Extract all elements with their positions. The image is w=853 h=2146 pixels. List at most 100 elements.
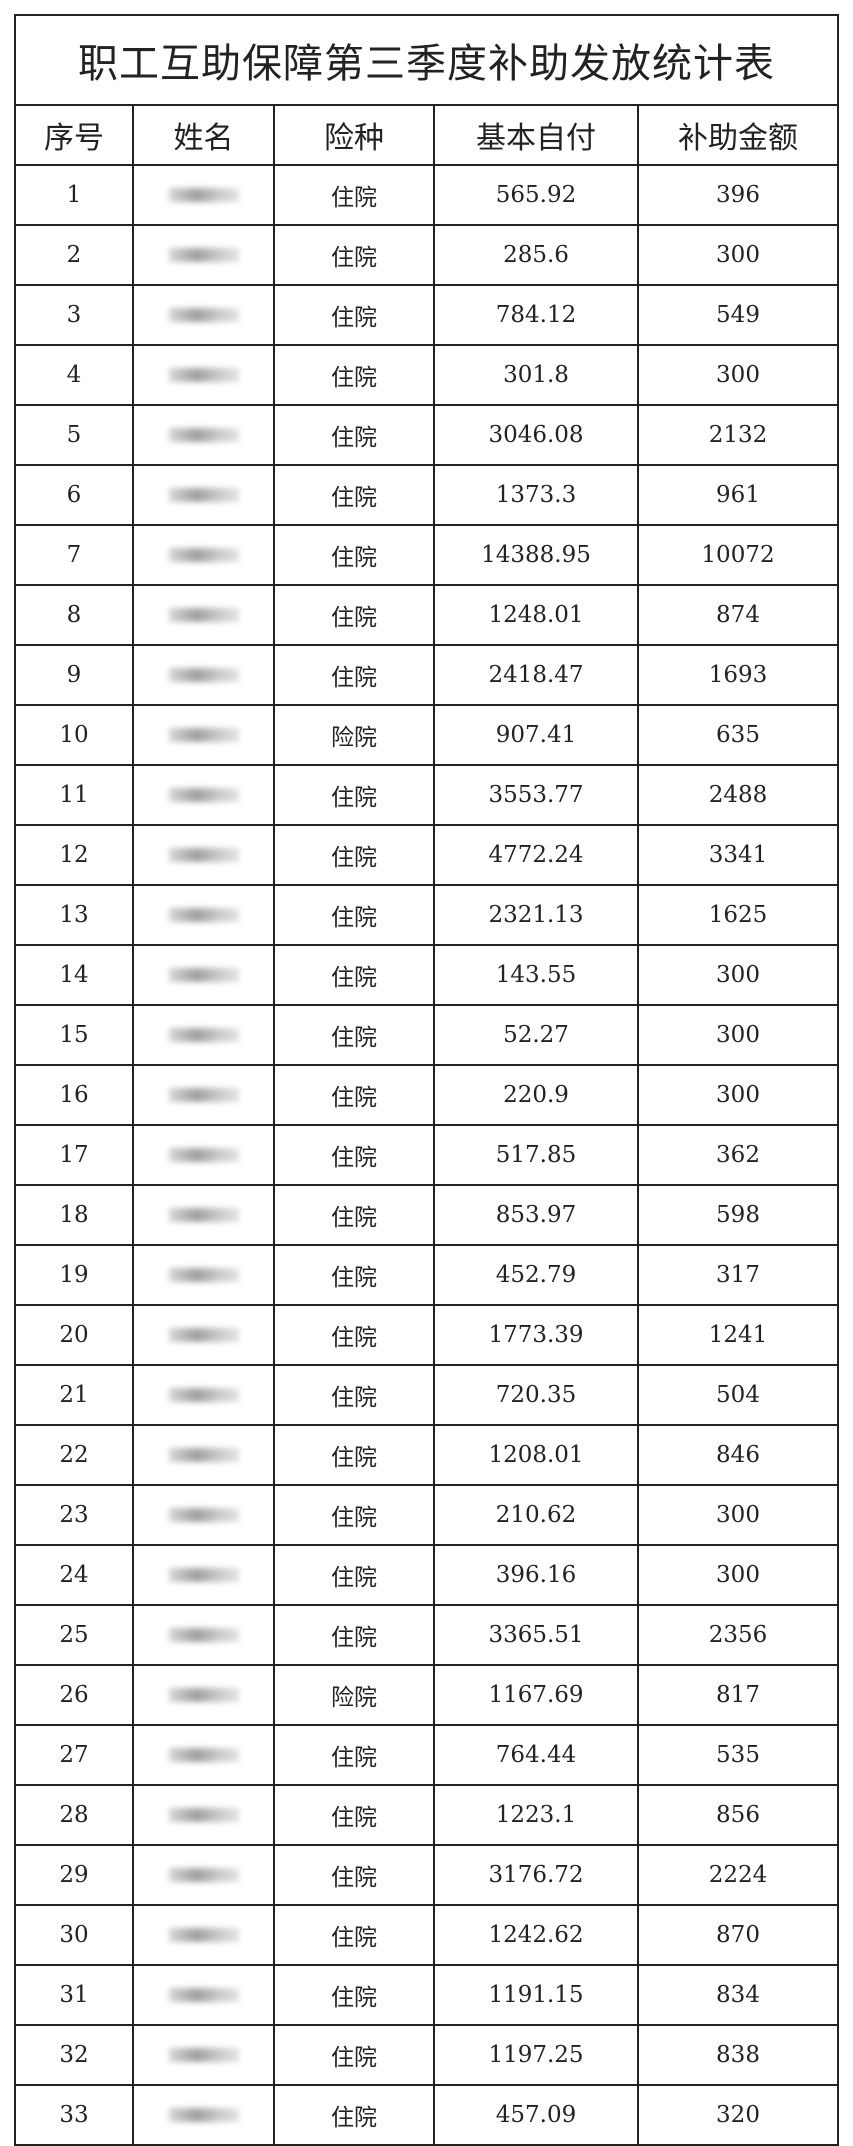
index-cell: 6	[14, 464, 134, 526]
name-cell	[132, 884, 275, 946]
subsidy-cell: 504	[636, 1364, 840, 1426]
redacted-name	[168, 1208, 239, 1222]
subsidy-cell: 817	[636, 1664, 840, 1726]
self-pay-cell: 1223.1	[433, 1784, 639, 1846]
insurance-type-cell: 住院	[273, 1724, 435, 1786]
table-row: 19 住院 452.79 317	[14, 1244, 840, 1306]
self-pay-cell: 210.62	[433, 1484, 639, 1546]
self-pay-cell: 1208.01	[433, 1424, 639, 1486]
subsidy-cell: 396	[636, 164, 840, 226]
subsidy-cell: 1625	[636, 884, 840, 946]
index-cell: 21	[14, 1364, 134, 1426]
index-cell: 9	[14, 644, 134, 706]
table-row: 32 住院 1197.25 838	[14, 2024, 840, 2086]
redacted-name	[168, 188, 239, 202]
insurance-type-cell: 住院	[273, 1784, 435, 1846]
insurance-type-cell: 住院	[273, 464, 435, 526]
redacted-name	[168, 1508, 239, 1522]
header-index: 序号	[14, 104, 134, 166]
self-pay-cell: 2321.13	[433, 884, 639, 946]
insurance-type-cell: 住院	[273, 1124, 435, 1186]
index-cell: 5	[14, 404, 134, 466]
index-cell: 29	[14, 1844, 134, 1906]
insurance-type-cell: 住院	[273, 1604, 435, 1666]
subsidy-cell: 874	[636, 584, 840, 646]
subsidy-cell: 300	[636, 224, 840, 286]
name-cell	[132, 1844, 275, 1906]
subsidy-table: 职工互助保障第三季度补助发放统计表 序号 姓名 险种 基本自付 补助金额 1 住院…	[13, 14, 840, 2146]
subsidy-cell: 2488	[636, 764, 840, 826]
subsidy-cell: 300	[636, 1004, 840, 1066]
table-row: 15 住院 52.27 300	[14, 1004, 840, 1066]
name-cell	[132, 944, 275, 1006]
name-cell	[132, 2084, 275, 2146]
table-row: 24 住院 396.16 300	[14, 1544, 840, 1606]
subsidy-cell: 834	[636, 1964, 840, 2026]
insurance-type-cell: 住院	[273, 164, 435, 226]
index-cell: 24	[14, 1544, 134, 1606]
redacted-name	[168, 1748, 239, 1762]
self-pay-cell: 907.41	[433, 704, 639, 766]
index-cell: 27	[14, 1724, 134, 1786]
table-row: 13 住院 2321.13 1625	[14, 884, 840, 946]
table-row: 28 住院 1223.1 856	[14, 1784, 840, 1846]
table-row: 2 住院 285.6 300	[14, 224, 840, 286]
self-pay-cell: 3553.77	[433, 764, 639, 826]
index-cell: 11	[14, 764, 134, 826]
redacted-name	[168, 2048, 239, 2062]
self-pay-cell: 3046.08	[433, 404, 639, 466]
self-pay-cell: 396.16	[433, 1544, 639, 1606]
index-cell: 30	[14, 1904, 134, 1966]
index-cell: 8	[14, 584, 134, 646]
redacted-name	[168, 908, 239, 922]
redacted-name	[168, 308, 239, 322]
name-cell	[132, 524, 275, 586]
name-cell	[132, 584, 275, 646]
header-self-pay: 基本自付	[433, 104, 639, 166]
self-pay-cell: 220.9	[433, 1064, 639, 1126]
subsidy-cell: 1693	[636, 644, 840, 706]
subsidy-cell: 300	[636, 944, 840, 1006]
self-pay-cell: 1167.69	[433, 1664, 639, 1726]
redacted-name	[168, 1328, 239, 1342]
index-cell: 18	[14, 1184, 134, 1246]
insurance-type-cell: 住院	[273, 404, 435, 466]
name-cell	[132, 1724, 275, 1786]
index-cell: 20	[14, 1304, 134, 1366]
self-pay-cell: 3365.51	[433, 1604, 639, 1666]
redacted-name	[168, 1028, 239, 1042]
table-row: 23 住院 210.62 300	[14, 1484, 840, 1546]
header-subsidy: 补助金额	[636, 104, 840, 166]
table-row: 25 住院 3365.51 2356	[14, 1604, 840, 1666]
self-pay-cell: 565.92	[433, 164, 639, 226]
self-pay-cell: 143.55	[433, 944, 639, 1006]
index-cell: 33	[14, 2084, 134, 2146]
redacted-name	[168, 248, 239, 262]
self-pay-cell: 1242.62	[433, 1904, 639, 1966]
table-row: 21 住院 720.35 504	[14, 1364, 840, 1426]
redacted-name	[168, 1868, 239, 1882]
redacted-name	[168, 788, 239, 802]
table-row: 18 住院 853.97 598	[14, 1184, 840, 1246]
table-row: 16 住院 220.9 300	[14, 1064, 840, 1126]
redacted-name	[168, 668, 239, 682]
name-cell	[132, 1184, 275, 1246]
self-pay-cell: 2418.47	[433, 644, 639, 706]
redacted-name	[168, 1148, 239, 1162]
table-row: 14 住院 143.55 300	[14, 944, 840, 1006]
subsidy-cell: 320	[636, 2084, 840, 2146]
name-cell	[132, 1544, 275, 1606]
name-cell	[132, 644, 275, 706]
insurance-type-cell: 住院	[273, 1484, 435, 1546]
subsidy-cell: 300	[636, 344, 840, 406]
table-row: 30 住院 1242.62 870	[14, 1904, 840, 1966]
name-cell	[132, 164, 275, 226]
insurance-type-cell: 住院	[273, 1004, 435, 1066]
header-row: 序号 姓名 险种 基本自付 补助金额	[14, 104, 840, 166]
self-pay-cell: 14388.95	[433, 524, 639, 586]
redacted-name	[168, 608, 239, 622]
table-row: 9 住院 2418.47 1693	[14, 644, 840, 706]
name-cell	[132, 764, 275, 826]
redacted-name	[168, 1568, 239, 1582]
self-pay-cell: 285.6	[433, 224, 639, 286]
